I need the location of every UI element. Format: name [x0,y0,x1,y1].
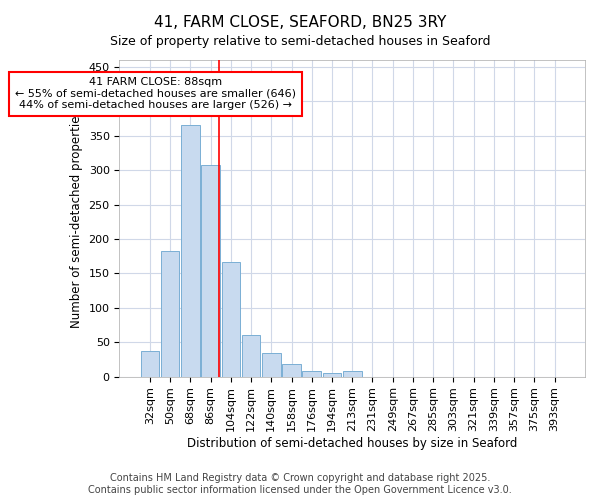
Bar [302,371,321,376]
Text: Size of property relative to semi-detached houses in Seaford: Size of property relative to semi-detach… [110,35,490,48]
Bar [181,126,200,376]
Bar [201,166,220,376]
Bar [323,373,341,376]
Bar [242,334,260,376]
Text: Contains HM Land Registry data © Crown copyright and database right 2025.
Contai: Contains HM Land Registry data © Crown c… [88,474,512,495]
Bar [343,371,362,376]
Bar [262,352,281,376]
Bar [140,351,159,376]
Bar [282,364,301,376]
Bar [221,262,240,376]
Text: 41 FARM CLOSE: 88sqm
← 55% of semi-detached houses are smaller (646)
44% of semi: 41 FARM CLOSE: 88sqm ← 55% of semi-detac… [15,77,296,110]
Y-axis label: Number of semi-detached properties: Number of semi-detached properties [70,109,83,328]
X-axis label: Distribution of semi-detached houses by size in Seaford: Distribution of semi-detached houses by … [187,437,517,450]
Text: 41, FARM CLOSE, SEAFORD, BN25 3RY: 41, FARM CLOSE, SEAFORD, BN25 3RY [154,15,446,30]
Bar [161,250,179,376]
